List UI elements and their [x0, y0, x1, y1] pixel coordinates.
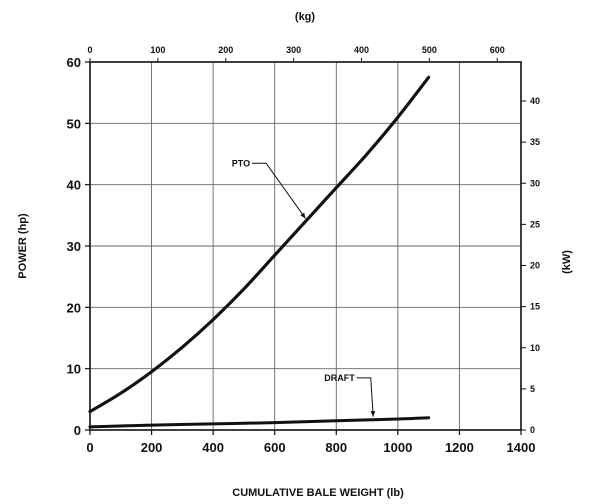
y-right-tick-label: 40	[530, 96, 540, 106]
x-top-axis-title: (kg)	[295, 11, 316, 23]
x-tick-label: 1000	[383, 440, 412, 455]
y-tick-label: 0	[74, 423, 81, 438]
y-right-tick-label: 5	[530, 384, 535, 394]
annotation-arrowhead	[370, 411, 376, 417]
x-tick-label: 200	[141, 440, 163, 455]
annotations: PTO DRAFT	[232, 158, 376, 417]
y-tick-label: 30	[67, 239, 81, 254]
x-top-tick-label: 200	[218, 45, 233, 55]
annotation-arrowhead	[300, 212, 306, 219]
x-tick-label: 600	[264, 440, 286, 455]
x-top-tick-label: 300	[286, 45, 301, 55]
annotation-draft: DRAFT	[324, 373, 355, 383]
y-right-tick-label: 10	[530, 343, 540, 353]
y-left-axis-title: POWER (hp)	[17, 213, 29, 279]
annotation-leader	[252, 162, 306, 219]
x-tick-label: 800	[325, 440, 347, 455]
x-top-tick-label: 100	[150, 45, 165, 55]
grid	[90, 62, 521, 430]
x-axis-title: CUMULATIVE BALE WEIGHT (lb)	[232, 487, 404, 499]
axis-ticks	[85, 58, 526, 435]
y-right-tick-label: 20	[530, 261, 540, 271]
series-lines	[88, 75, 431, 429]
y-tick-label: 40	[67, 178, 81, 193]
y-right-tick-label: 15	[530, 302, 540, 312]
y-right-axis-title: (kW)	[561, 250, 573, 274]
x-top-tick-label: 600	[490, 45, 505, 55]
annotation-leader	[356, 377, 374, 417]
y-tick-label: 50	[67, 116, 81, 131]
x-top-tick-label: 0	[87, 45, 92, 55]
x-top-tick-label: 400	[354, 45, 369, 55]
x-tick-label: 400	[202, 440, 224, 455]
y-right-tick-label: 35	[530, 137, 540, 147]
annotation-pto: PTO	[232, 158, 250, 168]
series-line-pto	[88, 75, 431, 414]
y-tick-label: 60	[67, 55, 81, 70]
x-tick-label: 1200	[445, 440, 474, 455]
y-tick-label: 20	[67, 300, 81, 315]
x-tick-label: 1400	[507, 440, 536, 455]
y-right-tick-label: 25	[530, 219, 540, 229]
x-top-tick-label: 500	[422, 45, 437, 55]
y-right-tick-label: 30	[530, 178, 540, 188]
y-tick-label: 10	[67, 362, 81, 377]
y-right-tick-label: 0	[530, 425, 535, 435]
series-line-draft	[88, 416, 431, 429]
x-tick-label: 0	[86, 440, 93, 455]
